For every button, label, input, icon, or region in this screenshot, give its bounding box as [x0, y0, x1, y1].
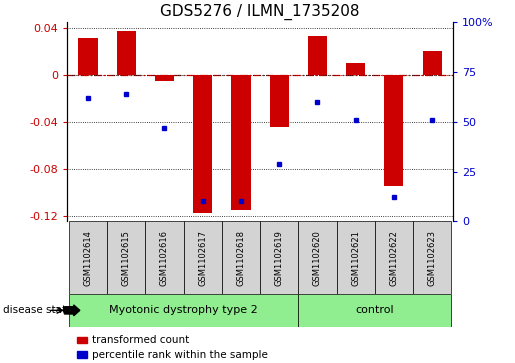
Bar — [155, 75, 174, 81]
Text: percentile rank within the sample: percentile rank within the sample — [92, 350, 268, 360]
Bar — [193, 75, 212, 213]
Bar — [222, 221, 260, 294]
Bar — [384, 75, 403, 186]
Bar — [69, 221, 107, 294]
Text: transformed count: transformed count — [92, 335, 189, 346]
Text: GSM1102616: GSM1102616 — [160, 230, 169, 286]
Text: GSM1102615: GSM1102615 — [122, 230, 131, 286]
Bar — [69, 294, 298, 327]
Bar — [337, 221, 375, 294]
Text: GSM1102620: GSM1102620 — [313, 230, 322, 286]
Text: GSM1102618: GSM1102618 — [236, 230, 246, 286]
Bar — [260, 221, 298, 294]
Text: GSM1102617: GSM1102617 — [198, 230, 207, 286]
Text: disease state: disease state — [3, 305, 72, 315]
Bar — [270, 75, 289, 127]
Text: GSM1102614: GSM1102614 — [83, 230, 93, 286]
Bar — [346, 63, 365, 75]
Title: GDS5276 / ILMN_1735208: GDS5276 / ILMN_1735208 — [160, 4, 360, 20]
Bar — [145, 221, 183, 294]
Text: GSM1102621: GSM1102621 — [351, 230, 360, 286]
Bar — [183, 221, 222, 294]
Bar — [78, 38, 97, 75]
Text: Myotonic dystrophy type 2: Myotonic dystrophy type 2 — [109, 305, 258, 315]
Bar — [375, 221, 413, 294]
Bar — [423, 51, 442, 75]
Text: GSM1102619: GSM1102619 — [274, 230, 284, 286]
Bar — [308, 36, 327, 75]
Bar — [298, 221, 337, 294]
Text: control: control — [355, 305, 394, 315]
Bar — [107, 221, 145, 294]
Text: GSM1102623: GSM1102623 — [427, 230, 437, 286]
Bar — [117, 31, 136, 75]
Text: GSM1102622: GSM1102622 — [389, 230, 399, 286]
Bar — [231, 75, 250, 210]
Bar — [413, 221, 451, 294]
Bar — [298, 294, 451, 327]
